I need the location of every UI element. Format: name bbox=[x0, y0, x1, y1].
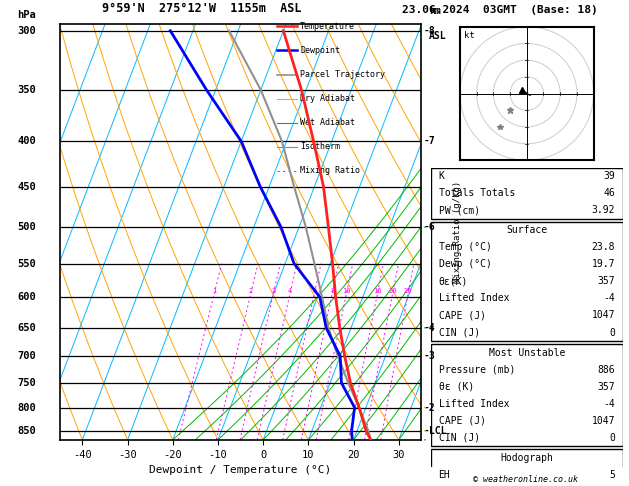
Text: -4: -4 bbox=[603, 399, 615, 409]
Text: Hodograph: Hodograph bbox=[500, 453, 554, 463]
Text: hPa: hPa bbox=[18, 10, 36, 20]
Text: 850: 850 bbox=[18, 426, 36, 436]
Text: -7: -7 bbox=[423, 136, 435, 146]
Text: -LCL: -LCL bbox=[423, 426, 447, 436]
Text: Wet Adiabat: Wet Adiabat bbox=[300, 118, 355, 127]
Text: Dewpoint: Dewpoint bbox=[300, 46, 340, 55]
Text: 550: 550 bbox=[18, 259, 36, 269]
Text: 9°59'N  275°12'W  1155m  ASL: 9°59'N 275°12'W 1155m ASL bbox=[101, 1, 301, 15]
Text: K: K bbox=[438, 171, 445, 181]
Text: 2: 2 bbox=[248, 288, 253, 294]
X-axis label: Dewpoint / Temperature (°C): Dewpoint / Temperature (°C) bbox=[150, 465, 331, 475]
Text: km: km bbox=[429, 6, 440, 16]
Text: -4: -4 bbox=[603, 294, 615, 303]
Text: Dry Adiabat: Dry Adiabat bbox=[300, 94, 355, 103]
Text: 25: 25 bbox=[404, 288, 412, 294]
Text: Surface: Surface bbox=[506, 226, 547, 235]
Text: 400: 400 bbox=[18, 136, 36, 146]
Text: 3.92: 3.92 bbox=[591, 205, 615, 215]
Text: Totals Totals: Totals Totals bbox=[438, 188, 515, 198]
Text: 3: 3 bbox=[271, 288, 276, 294]
Text: 4: 4 bbox=[288, 288, 292, 294]
Text: 23.06.2024  03GMT  (Base: 18): 23.06.2024 03GMT (Base: 18) bbox=[402, 4, 598, 15]
Text: 1047: 1047 bbox=[591, 311, 615, 320]
Text: 350: 350 bbox=[18, 85, 36, 95]
Text: CAPE (J): CAPE (J) bbox=[438, 311, 486, 320]
Text: 20: 20 bbox=[388, 288, 397, 294]
Text: Lifted Index: Lifted Index bbox=[438, 399, 509, 409]
Text: 500: 500 bbox=[18, 222, 36, 232]
Text: 0: 0 bbox=[609, 328, 615, 337]
Text: 5: 5 bbox=[609, 470, 615, 480]
Text: kt: kt bbox=[464, 31, 475, 40]
Text: Temperature: Temperature bbox=[300, 22, 355, 31]
Text: CIN (J): CIN (J) bbox=[438, 328, 480, 337]
Text: 357: 357 bbox=[598, 382, 615, 392]
Text: 1: 1 bbox=[212, 288, 216, 294]
Bar bbox=[431, 168, 623, 219]
Text: Dewp (°C): Dewp (°C) bbox=[438, 260, 491, 269]
Text: -2: -2 bbox=[423, 402, 435, 413]
Text: 19.7: 19.7 bbox=[591, 260, 615, 269]
Text: θε (K): θε (K) bbox=[438, 382, 474, 392]
Text: 46: 46 bbox=[603, 188, 615, 198]
Text: -4: -4 bbox=[423, 323, 435, 333]
Text: 39: 39 bbox=[603, 171, 615, 181]
Text: Pressure (mb): Pressure (mb) bbox=[438, 364, 515, 375]
Text: 450: 450 bbox=[18, 182, 36, 191]
Text: -8: -8 bbox=[423, 26, 435, 36]
Text: Temp (°C): Temp (°C) bbox=[438, 243, 491, 252]
Text: Mixing Ratio: Mixing Ratio bbox=[300, 167, 360, 175]
Text: 23.8: 23.8 bbox=[591, 243, 615, 252]
Text: 750: 750 bbox=[18, 378, 36, 388]
Text: 0: 0 bbox=[609, 433, 615, 443]
Text: 800: 800 bbox=[18, 402, 36, 413]
Text: -6: -6 bbox=[423, 222, 435, 232]
Text: EH: EH bbox=[438, 470, 450, 480]
Text: Most Unstable: Most Unstable bbox=[489, 347, 565, 358]
Text: ASL: ASL bbox=[429, 31, 447, 41]
Text: Lifted Index: Lifted Index bbox=[438, 294, 509, 303]
Text: Parcel Trajectory: Parcel Trajectory bbox=[300, 70, 386, 79]
Text: Mixing Ratio (g/kg): Mixing Ratio (g/kg) bbox=[453, 181, 462, 283]
Text: CIN (J): CIN (J) bbox=[438, 433, 480, 443]
Text: θε(K): θε(K) bbox=[438, 277, 468, 286]
Text: 6: 6 bbox=[312, 288, 316, 294]
Text: © weatheronline.co.uk: © weatheronline.co.uk bbox=[473, 474, 577, 484]
Text: 650: 650 bbox=[18, 323, 36, 333]
Bar bbox=[431, 222, 623, 341]
Text: 1047: 1047 bbox=[591, 416, 615, 426]
Text: 600: 600 bbox=[18, 292, 36, 302]
Text: -3: -3 bbox=[423, 351, 435, 361]
Text: 8: 8 bbox=[330, 288, 334, 294]
Text: CAPE (J): CAPE (J) bbox=[438, 416, 486, 426]
Text: 700: 700 bbox=[18, 351, 36, 361]
Text: 886: 886 bbox=[598, 364, 615, 375]
Bar bbox=[431, 449, 623, 486]
Text: 300: 300 bbox=[18, 26, 36, 36]
Text: 357: 357 bbox=[598, 277, 615, 286]
Text: 16: 16 bbox=[373, 288, 382, 294]
Text: PW (cm): PW (cm) bbox=[438, 205, 480, 215]
Text: 10: 10 bbox=[342, 288, 350, 294]
Bar bbox=[431, 344, 623, 446]
Text: Isotherm: Isotherm bbox=[300, 142, 340, 151]
